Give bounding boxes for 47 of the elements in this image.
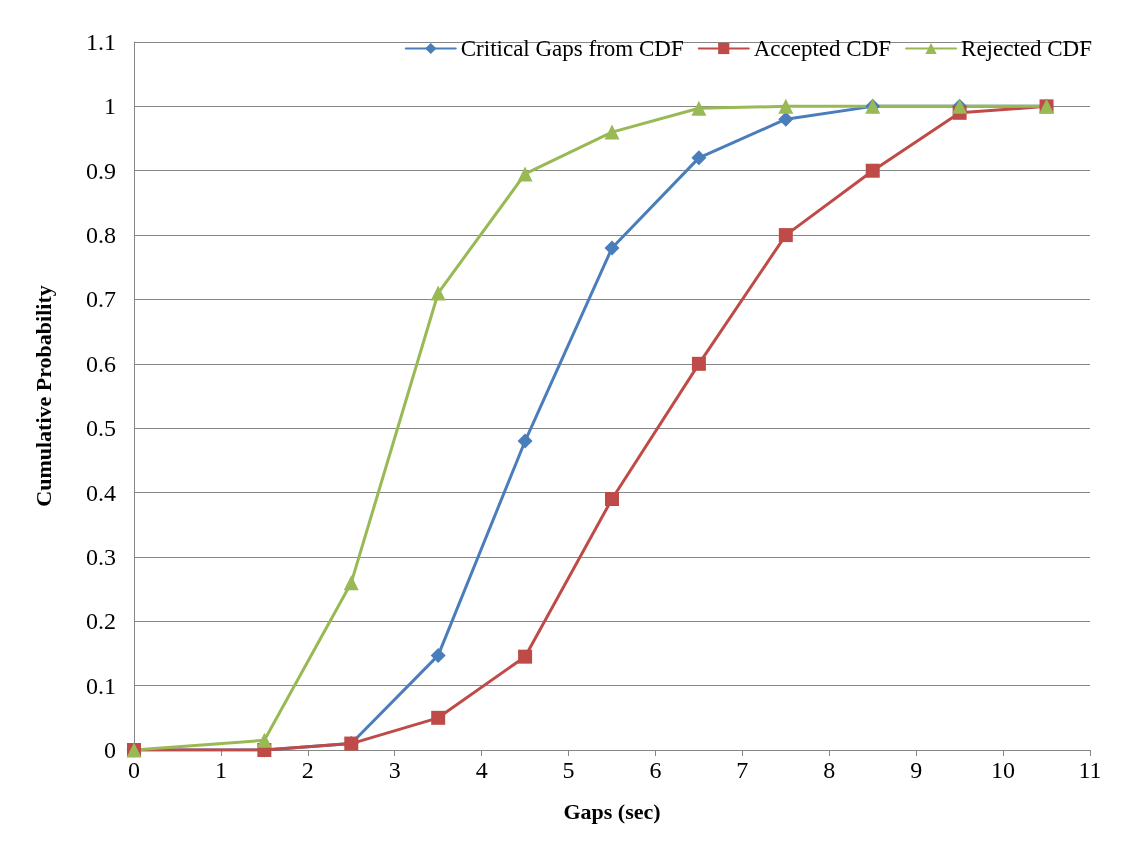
x-axis-title: Gaps (sec) <box>563 798 661 824</box>
y-tick-label: 0.4 <box>86 479 116 506</box>
point <box>517 433 533 449</box>
y-tick-label: 0.2 <box>86 608 116 635</box>
x-tick-label: 9 <box>910 757 923 783</box>
y-tick-label: 0.8 <box>86 222 116 249</box>
point <box>343 575 359 591</box>
y-tick-label: 0.1 <box>86 672 116 699</box>
y-tick-label: 0 <box>104 737 116 763</box>
x-tick-label: 6 <box>649 757 662 783</box>
x-tick-label: 8 <box>823 757 836 783</box>
y-tick-label: 1.1 <box>86 29 116 55</box>
point <box>256 732 272 748</box>
legend-label: Accepted CDF <box>753 36 892 61</box>
x-tick-label: 0 <box>128 757 140 783</box>
y-tick-label: 0.6 <box>86 350 116 377</box>
point <box>604 240 620 256</box>
point <box>778 98 794 114</box>
x-tick-label: 2 <box>301 757 314 783</box>
point <box>430 647 446 663</box>
point <box>430 285 446 301</box>
x-tick-label: 11 <box>1078 757 1102 783</box>
x-tick-label: 3 <box>388 757 401 783</box>
y-tick-label: 0.5 <box>86 415 116 442</box>
y-tick-label: 1 <box>104 93 116 120</box>
point <box>691 100 707 116</box>
point <box>778 228 793 243</box>
y-tick-label: 0.9 <box>86 157 116 184</box>
y-tick-label: 0.3 <box>86 543 116 570</box>
legend-label: Critical Gaps from CDF <box>460 36 684 61</box>
point <box>865 163 880 178</box>
y-tick-label: 0.7 <box>86 286 116 313</box>
point <box>691 356 706 371</box>
point <box>604 124 620 140</box>
point <box>517 166 533 182</box>
y-axis-title: Cumulative Probability <box>30 285 56 507</box>
x-tick-label: 7 <box>736 757 749 783</box>
point <box>431 710 446 725</box>
point <box>691 150 707 166</box>
legend-label: Rejected CDF <box>961 36 1093 61</box>
point <box>605 491 619 506</box>
x-tick-label: 10 <box>991 757 1016 783</box>
x-tick-label: 5 <box>562 757 575 783</box>
x-tick-label: 4 <box>475 757 488 783</box>
point <box>518 649 533 664</box>
point <box>778 111 794 127</box>
x-tick-label: 1 <box>214 757 227 783</box>
